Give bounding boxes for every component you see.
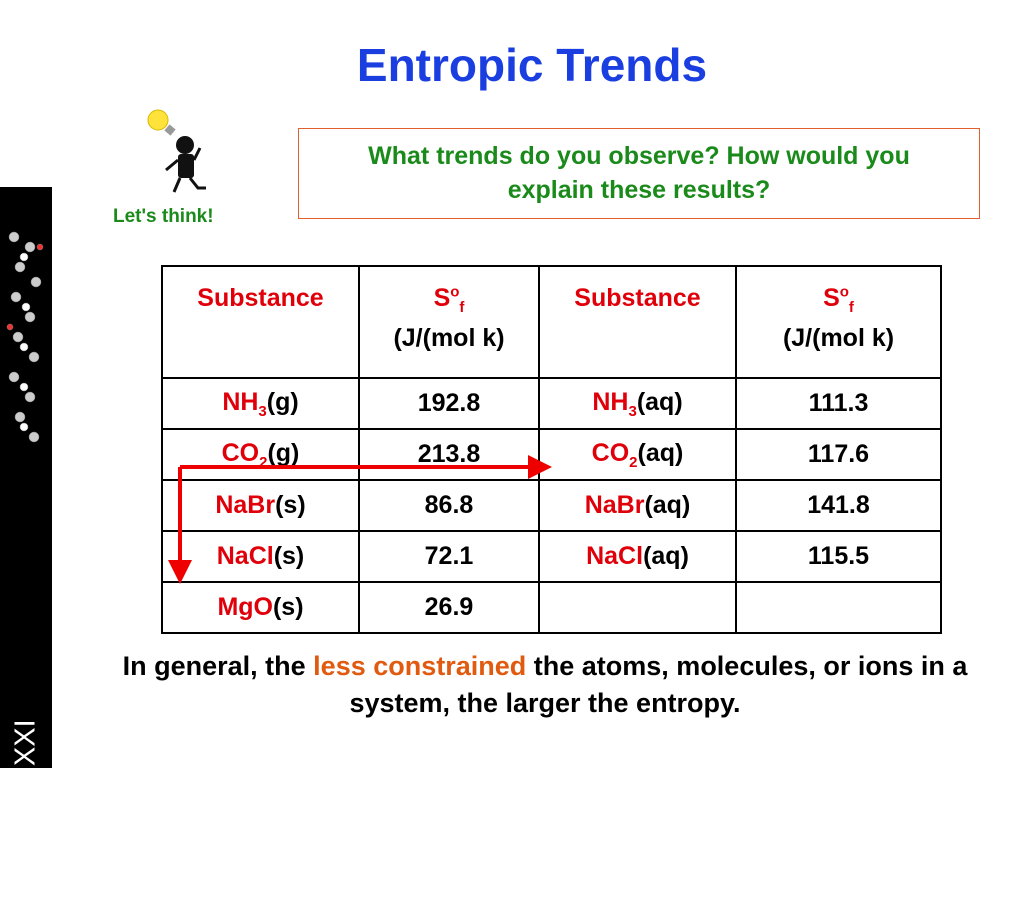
conclusion-text: the atoms, molecules, or ions in a syste… <box>349 651 968 719</box>
state: (s) <box>272 593 304 621</box>
symbol-sup: o <box>839 283 849 301</box>
header-cell: Substance <box>538 265 737 379</box>
header-unit: (J/(mol k) <box>782 324 895 353</box>
table-cell: NaBr(s) <box>161 479 360 532</box>
thinking-figure <box>147 109 206 193</box>
table-row: NH3(g) 192.8 NH3(aq) 111.3 <box>161 377 942 430</box>
symbol: S <box>433 284 451 312</box>
table-cell: NH3(aq) <box>538 377 737 430</box>
table-cell: 213.8 <box>358 428 540 481</box>
formula: NaBr <box>584 491 645 519</box>
table-cell: 26.9 <box>358 581 540 634</box>
table-cell: 117.6 <box>735 428 942 481</box>
entropy-value: 26.9 <box>424 593 474 621</box>
table-row: NaBr(s) 86.8 NaBr(aq) 141.8 <box>161 479 942 532</box>
header-text: Substance <box>197 284 324 312</box>
formula: NH <box>222 387 259 416</box>
entropy-value: 141.8 <box>807 491 870 519</box>
formula: NaCl <box>216 542 274 570</box>
state: (aq) <box>644 491 691 519</box>
entropy-value: 115.5 <box>807 542 870 570</box>
table-cell: 115.5 <box>735 530 942 583</box>
sidebar: Chemistry XXI <box>0 187 52 905</box>
entropy-value: 72.1 <box>424 542 474 570</box>
state: (g) <box>267 438 300 467</box>
table-cell: 192.8 <box>358 377 540 430</box>
symbol-sub: f <box>848 299 854 316</box>
state: (s) <box>275 491 306 519</box>
table-row: MgO(s) 26.9 <box>161 581 942 634</box>
state: (g) <box>266 387 299 416</box>
title: Entropic Trends <box>356 39 708 91</box>
table-cell: 111.3 <box>735 377 942 430</box>
table-cell: NaBr(aq) <box>538 479 737 532</box>
symbol: S <box>823 284 840 312</box>
slide: Chemistry XXI Entropic Trends Let's thin… <box>0 39 990 905</box>
formula-sub: 2 <box>629 453 638 471</box>
question-box: What trends do you observe? How would yo… <box>298 128 980 219</box>
table-cell: CO2(g) <box>161 428 360 481</box>
table-row: NaCl(s) 72.1 NaCl(aq) 115.5 <box>161 530 942 583</box>
conclusion-highlight: less constrained <box>313 651 527 681</box>
data-table: Substance Sof (J/(mol k) Substance Sof (J/(mo… <box>161 265 942 634</box>
header-text: Substance <box>574 284 701 312</box>
table-row: CO2(g) 213.8 CO2(aq) 117.6 <box>161 428 942 481</box>
entropy-value: 86.8 <box>424 491 474 519</box>
formula: NH <box>592 387 629 416</box>
think-label: Let's think! <box>113 206 214 227</box>
formula: CO <box>591 438 630 467</box>
symbol-sub: f <box>459 299 465 316</box>
table-cell <box>538 581 737 634</box>
table-cell: 141.8 <box>735 479 942 532</box>
header-cell: Sof (J/(mol k) <box>735 265 942 379</box>
table-cell: MgO(s) <box>161 581 360 634</box>
header-cell: Substance <box>161 265 360 379</box>
entropy-value: 192.8 <box>417 389 481 417</box>
conclusion-text: In general, the <box>122 651 306 681</box>
formula: NaCl <box>586 542 644 570</box>
state: (s) <box>273 542 305 570</box>
entropy-value: 111.3 <box>808 389 869 417</box>
molecule-image <box>6 231 44 443</box>
formula: CO <box>221 438 260 467</box>
table-cell: 72.1 <box>358 530 540 583</box>
header-cell: Sof (J/(mol k) <box>358 265 540 379</box>
header-row: Substance Sof (J/(mol k) Substance Sof (J/(mo… <box>161 265 942 379</box>
table-cell: NaCl(aq) <box>538 530 737 583</box>
table-cell: NaCl(s) <box>161 530 360 583</box>
conclusion: In general, the less constrained the ato… <box>100 648 990 723</box>
table-cell: 86.8 <box>358 479 540 532</box>
state: (aq) <box>643 542 689 570</box>
formula-sub: 3 <box>258 402 267 420</box>
table-cell: NH3(g) <box>161 377 360 430</box>
header-unit: (J/(mol k) <box>393 324 505 353</box>
entropy-value: 213.8 <box>417 440 481 468</box>
question-text: What trends do you observe? How would yo… <box>368 141 910 204</box>
entropy-value: 117.6 <box>807 440 870 468</box>
table-cell: CO2(aq) <box>538 428 737 481</box>
header-symbol: Sof <box>433 283 465 316</box>
state: (aq) <box>636 387 683 416</box>
formula: MgO <box>217 593 273 621</box>
formula: NaBr <box>215 491 276 519</box>
symbol-sup: o <box>450 283 460 301</box>
sidebar-label: Chemistry XXI <box>9 719 42 905</box>
table-cell <box>735 581 942 634</box>
formula-sub: 2 <box>259 453 268 471</box>
formula-sub: 3 <box>628 402 637 420</box>
state: (aq) <box>637 438 684 467</box>
header-symbol: Sof <box>823 283 854 316</box>
